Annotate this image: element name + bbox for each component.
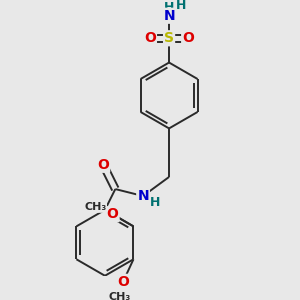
Text: S: S: [164, 31, 174, 45]
Text: O: O: [107, 207, 118, 221]
Text: CH₃: CH₃: [84, 202, 106, 212]
Text: N: N: [137, 189, 149, 203]
Text: H: H: [150, 196, 160, 209]
Text: O: O: [144, 31, 156, 45]
Text: H: H: [164, 1, 174, 13]
Text: H: H: [176, 0, 186, 12]
Text: CH₃: CH₃: [109, 292, 131, 300]
Text: O: O: [182, 31, 194, 45]
Text: N: N: [163, 9, 175, 23]
Text: O: O: [117, 275, 129, 289]
Text: O: O: [97, 158, 109, 172]
